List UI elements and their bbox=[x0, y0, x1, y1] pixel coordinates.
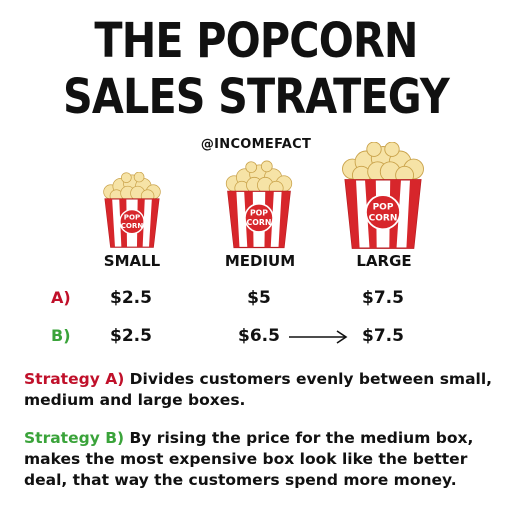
row-b-label: B) bbox=[51, 326, 71, 345]
box-label-top: POP bbox=[124, 213, 140, 222]
arrow-right-icon bbox=[289, 330, 348, 344]
strategy-b-text: By rising the price for the medium box, … bbox=[24, 429, 474, 489]
strategy-b-label: Strategy B) bbox=[24, 429, 125, 447]
strategy-a-paragraph: Strategy A) Divides customers evenly bet… bbox=[24, 369, 494, 411]
popcorn-box-icon: POP CORN bbox=[225, 160, 293, 249]
strategy-a-label: Strategy A) bbox=[24, 370, 125, 388]
title-line-2: SALES STRATEGY bbox=[63, 69, 450, 125]
handle: @INCOMEFACT bbox=[200, 137, 312, 152]
box-label-bottom: CORN bbox=[121, 221, 144, 230]
row-b-price-large: $7.5 bbox=[362, 326, 404, 346]
box-label-bottom: CORN bbox=[369, 213, 398, 223]
row-a-price-small: $2.5 bbox=[110, 288, 152, 308]
popcorn-box-icon: POP CORN bbox=[103, 172, 161, 248]
row-a-label: A) bbox=[51, 288, 71, 307]
box-label-top: POP bbox=[373, 203, 394, 213]
box-label-top: POP bbox=[250, 209, 268, 218]
size-small-label: SMALL bbox=[103, 252, 161, 270]
row-a-price-medium: $5 bbox=[247, 288, 271, 308]
popcorn-box-small-icon: POP CORN bbox=[103, 172, 161, 248]
row-b-price-small: $2.5 bbox=[110, 326, 152, 346]
size-medium-label: MEDIUM bbox=[224, 252, 296, 270]
box-label-bottom: CORN bbox=[247, 218, 272, 227]
size-large-label: LARGE bbox=[356, 252, 412, 270]
strategy-b-paragraph: Strategy B) By rising the price for the … bbox=[24, 428, 494, 491]
row-b-price-medium: $6.5 bbox=[238, 326, 280, 346]
popcorn-box-large-icon: POP CORN bbox=[342, 142, 424, 249]
popcorn-box-icon: POP CORN bbox=[342, 142, 424, 249]
strategy-a-text: Divides customers evenly between small, … bbox=[24, 370, 493, 409]
title-line-1: THE POPCORN bbox=[94, 13, 418, 69]
popcorn-box-medium-icon: POP CORN bbox=[225, 160, 293, 249]
row-a-price-large: $7.5 bbox=[362, 288, 404, 308]
